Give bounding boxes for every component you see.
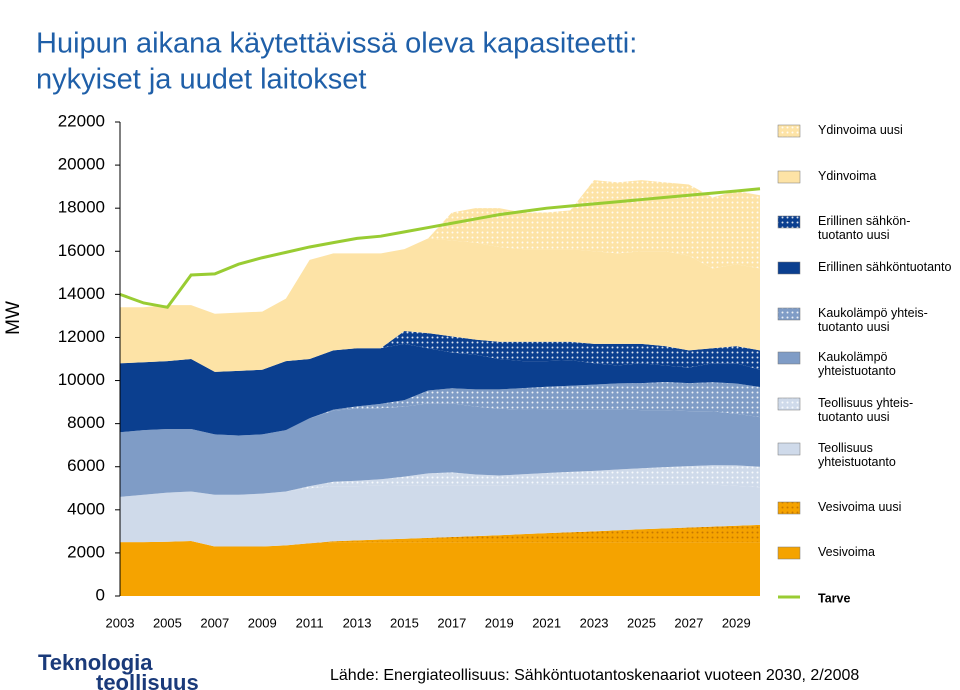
area (120, 484, 760, 547)
legend-item: Ydinvoima (818, 169, 877, 183)
legend-item: Teollisuus yhteistuotanto (818, 441, 896, 469)
legend-label: Erillinen sähkön-tuotanto uusi (818, 214, 911, 242)
source: Lähde: Energiateollisuus: Sähköntuotanto… (330, 667, 859, 684)
area (120, 403, 760, 497)
plot-area (119, 180, 761, 596)
x-tick-label: 2009 (248, 615, 277, 630)
x-tick-label: 2003 (106, 615, 135, 630)
logo: Teknologia (38, 650, 153, 675)
area (120, 382, 760, 436)
legend-swatch (777, 307, 801, 321)
y-tick-label: 4000 (67, 499, 105, 518)
legend-swatch (777, 170, 801, 184)
area (120, 541, 760, 596)
demand-line (119, 187, 761, 309)
x-tick-label: 2015 (390, 615, 419, 630)
legend-label: Ydinvoima (818, 169, 877, 183)
legend-swatch (777, 501, 801, 515)
legend-item: Ydinvoima uusi (818, 123, 903, 137)
chart-title: nykyiset ja uudet laitokset (36, 64, 366, 96)
x-tick-label: 2029 (722, 615, 751, 630)
legend-item: Vesivoima uusi (818, 500, 902, 514)
legend-label: Vesivoima uusi (818, 500, 902, 514)
x-tick-label: 2013 (343, 615, 372, 630)
area (120, 343, 760, 436)
chart-title: Huipun aikana käytettävissä oleva kapasi… (36, 28, 637, 60)
y-tick-label: 16000 (58, 241, 105, 260)
x-tick-label: 2023 (580, 615, 609, 630)
x-tick-label: 2017 (437, 615, 466, 630)
legend-item: Vesivoima (818, 545, 875, 559)
legend-item: Teollisuus yhteis-tuotanto uusi (818, 396, 914, 424)
legend-swatch (777, 215, 801, 229)
legend-label: Kaukolämpö yhteis-tuotanto uusi (818, 306, 928, 334)
legend-label: Ydinvoima uusi (818, 123, 903, 137)
y-tick-label: 22000 (58, 111, 105, 130)
x-tick-label: 2005 (153, 615, 182, 630)
y-tick-label: 8000 (67, 413, 105, 432)
x-tick-label: 2019 (485, 615, 514, 630)
legend-label: Erillinen sähköntuotanto (818, 260, 952, 274)
x-tick-label: 2007 (200, 615, 229, 630)
y-tick-label: 10000 (58, 370, 105, 389)
x-tick-label: 2021 (532, 615, 561, 630)
legend-item: Erillinen sähkön-tuotanto uusi (818, 214, 911, 242)
y-tick-label: 20000 (58, 155, 105, 174)
area (120, 465, 760, 497)
legend-swatch (777, 442, 801, 456)
legend-swatch (777, 124, 801, 138)
x-tick-label: 2025 (627, 615, 656, 630)
y-tick-label: 12000 (58, 327, 105, 346)
y-tick-label: 2000 (67, 542, 105, 561)
legend-label: Teollisuus yhteis-tuotanto uusi (818, 396, 914, 424)
y-axis-label: MW (3, 301, 24, 335)
y-tick-label: 14000 (58, 284, 105, 303)
y-tick-label: 0 (96, 585, 105, 604)
legend-swatch (777, 397, 801, 411)
legend-swatch (777, 351, 801, 365)
legend-label: Teollisuus yhteistuotanto (818, 441, 896, 469)
area (120, 524, 760, 547)
legend-label: Kaukolämpö yhteistuotanto (818, 350, 896, 378)
legend-label: Vesivoima (818, 545, 875, 559)
y-tick-label: 18000 (58, 198, 105, 217)
legend-label: Tarve (818, 591, 850, 605)
legend-swatch (777, 261, 801, 275)
area (120, 180, 760, 314)
legend-item: Erillinen sähköntuotanto (818, 260, 952, 274)
legend-item: Kaukolämpö yhteistuotanto (818, 350, 896, 378)
legend-item: Kaukolämpö yhteis-tuotanto uusi (818, 306, 928, 334)
area (120, 238, 760, 372)
x-tick-label: 2011 (296, 615, 324, 630)
x-tick-label: 2027 (674, 615, 703, 630)
area (120, 330, 760, 372)
legend-swatch (777, 546, 801, 560)
logo: teollisuus (96, 670, 199, 690)
y-tick-label: 6000 (67, 456, 105, 475)
